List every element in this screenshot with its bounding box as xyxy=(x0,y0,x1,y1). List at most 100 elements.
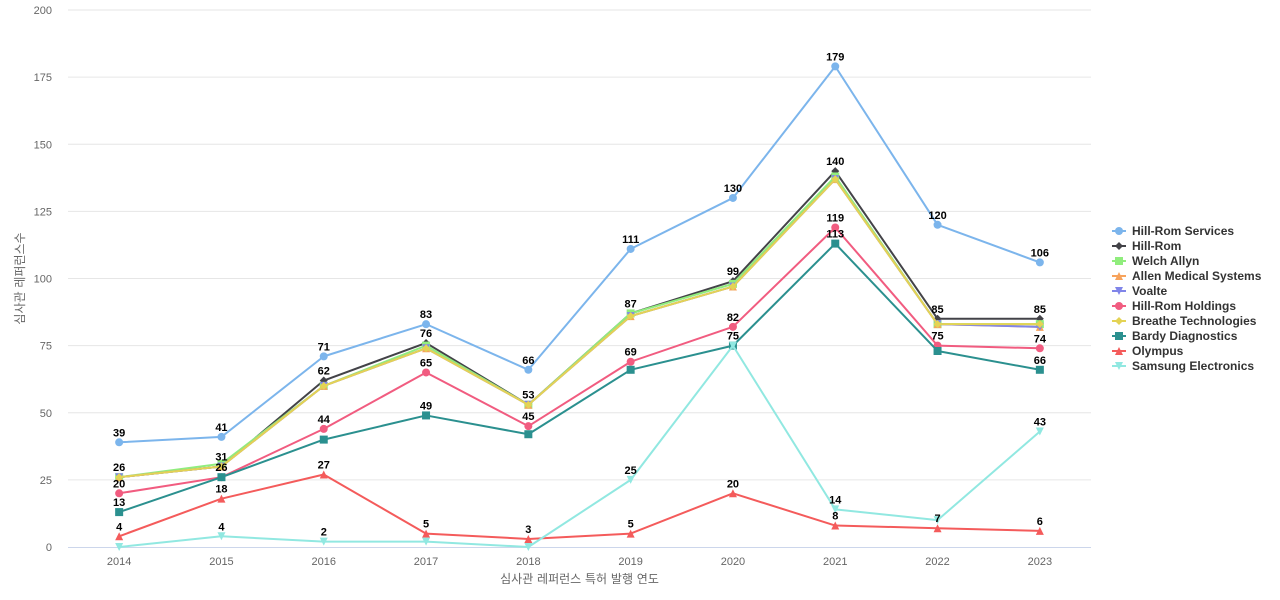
x-tick-label: 2018 xyxy=(516,556,540,568)
series-allen-medical-systems xyxy=(115,175,1044,482)
data-label: 14 xyxy=(829,494,842,506)
data-point xyxy=(1035,427,1044,436)
data-labels: 39 41718366111130179120106263162765387991… xyxy=(113,51,1049,538)
data-point xyxy=(728,489,737,498)
legend-item[interactable]: Voalte xyxy=(1112,284,1167,298)
y-axis-title: 심사관 레퍼런스수 xyxy=(13,232,27,324)
legend-item[interactable]: Hill-Rom Holdings xyxy=(1112,299,1236,313)
data-label: 83 xyxy=(420,309,432,321)
legend-symbol xyxy=(1115,362,1123,370)
data-point xyxy=(1035,258,1044,267)
data-label: 41 xyxy=(215,422,227,434)
data-point xyxy=(831,505,840,514)
data-point xyxy=(728,282,737,291)
data-point xyxy=(422,411,431,420)
x-tick-label: 2014 xyxy=(107,556,131,568)
series-line xyxy=(118,226,1040,495)
data-label: 99 xyxy=(727,266,739,278)
data-point xyxy=(319,424,328,433)
data-label: 49 xyxy=(420,400,432,412)
data-point xyxy=(115,532,124,541)
legend-symbol xyxy=(1115,317,1123,325)
legend-label: Hill-Rom Services xyxy=(1132,224,1234,238)
data-label: 66 xyxy=(522,355,534,367)
data-label: 111 xyxy=(622,234,639,246)
data-point xyxy=(319,352,328,361)
legend-item[interactable]: Samsung Electronics xyxy=(1112,359,1254,373)
data-label: 113 xyxy=(826,229,844,241)
legend-label: Bardy Diagnostics xyxy=(1132,329,1238,343)
series-breathe-technologies xyxy=(115,175,1044,482)
legend-item[interactable]: Breathe Technologies xyxy=(1112,314,1257,328)
data-label: 31 xyxy=(215,451,227,463)
data-point xyxy=(115,438,124,447)
x-tick-label: 2023 xyxy=(1028,556,1052,568)
series-line xyxy=(119,178,1040,479)
data-point xyxy=(319,470,328,479)
data-label: 6 xyxy=(1037,516,1043,528)
data-label: 43 xyxy=(1034,417,1046,429)
data-point xyxy=(115,489,124,498)
data-label: 62 xyxy=(318,366,330,378)
data-point xyxy=(728,322,737,331)
data-point xyxy=(626,357,635,366)
data-point xyxy=(422,344,431,353)
data-label: 26 xyxy=(215,462,227,474)
data-point xyxy=(626,312,635,321)
legend-item[interactable]: Hill-Rom xyxy=(1112,239,1181,253)
legend-item[interactable]: Allen Medical Systems xyxy=(1112,269,1262,283)
legend-item[interactable]: Bardy Diagnostics xyxy=(1112,329,1238,343)
y-tick-label: 100 xyxy=(34,274,52,286)
data-label: 53 xyxy=(522,390,534,402)
legend-symbol xyxy=(1115,242,1123,250)
x-tick-label: 2016 xyxy=(312,556,336,568)
legend-symbol xyxy=(1115,272,1123,280)
y-tick-label: 50 xyxy=(40,408,52,420)
legend-symbol xyxy=(1115,302,1123,310)
data-label: 71 xyxy=(318,341,330,353)
data-point xyxy=(933,524,942,533)
data-point xyxy=(524,365,533,374)
legend-label: Hill-Rom xyxy=(1132,239,1181,253)
data-point xyxy=(115,508,124,517)
data-label: 39 xyxy=(113,427,125,439)
legend-item[interactable]: Hill-Rom Services xyxy=(1112,224,1234,238)
data-label: 65 xyxy=(420,357,432,369)
data-label: 85 xyxy=(1034,304,1046,316)
legend-symbol xyxy=(1115,227,1123,235)
legend-label: Hill-Rom Holdings xyxy=(1132,299,1236,313)
data-label: 4 xyxy=(116,521,123,533)
x-tick-label: 2021 xyxy=(823,556,847,568)
legend-label: Voalte xyxy=(1132,284,1167,298)
data-label: 69 xyxy=(625,347,637,359)
data-point xyxy=(115,473,124,482)
series-line xyxy=(118,473,1040,540)
series-line xyxy=(119,175,1040,479)
y-tick-label: 75 xyxy=(40,341,52,353)
legend-item[interactable]: Welch Allyn xyxy=(1112,254,1199,268)
series-hill-rom-services xyxy=(115,62,1044,447)
data-label: 82 xyxy=(727,312,739,324)
y-tick-label: 125 xyxy=(34,206,52,218)
data-point xyxy=(524,543,533,551)
legend-label: Allen Medical Systems xyxy=(1132,269,1262,283)
data-point xyxy=(831,175,840,184)
data-point xyxy=(728,193,737,202)
data-label: 3 xyxy=(525,524,531,536)
series-line xyxy=(119,178,1040,479)
data-point xyxy=(626,529,635,538)
data-point xyxy=(831,239,840,248)
data-label: 85 xyxy=(931,304,943,316)
legend-label: Olympus xyxy=(1132,344,1184,358)
data-point xyxy=(217,494,226,503)
data-label: 119 xyxy=(826,212,844,224)
data-label: 74 xyxy=(1034,333,1047,345)
legend-item[interactable]: Olympus xyxy=(1112,344,1184,358)
data-point xyxy=(422,529,431,538)
data-label: 26 xyxy=(113,462,125,474)
data-label: 27 xyxy=(318,460,330,472)
data-point xyxy=(831,521,840,530)
x-tick-label: 2015 xyxy=(209,556,233,568)
